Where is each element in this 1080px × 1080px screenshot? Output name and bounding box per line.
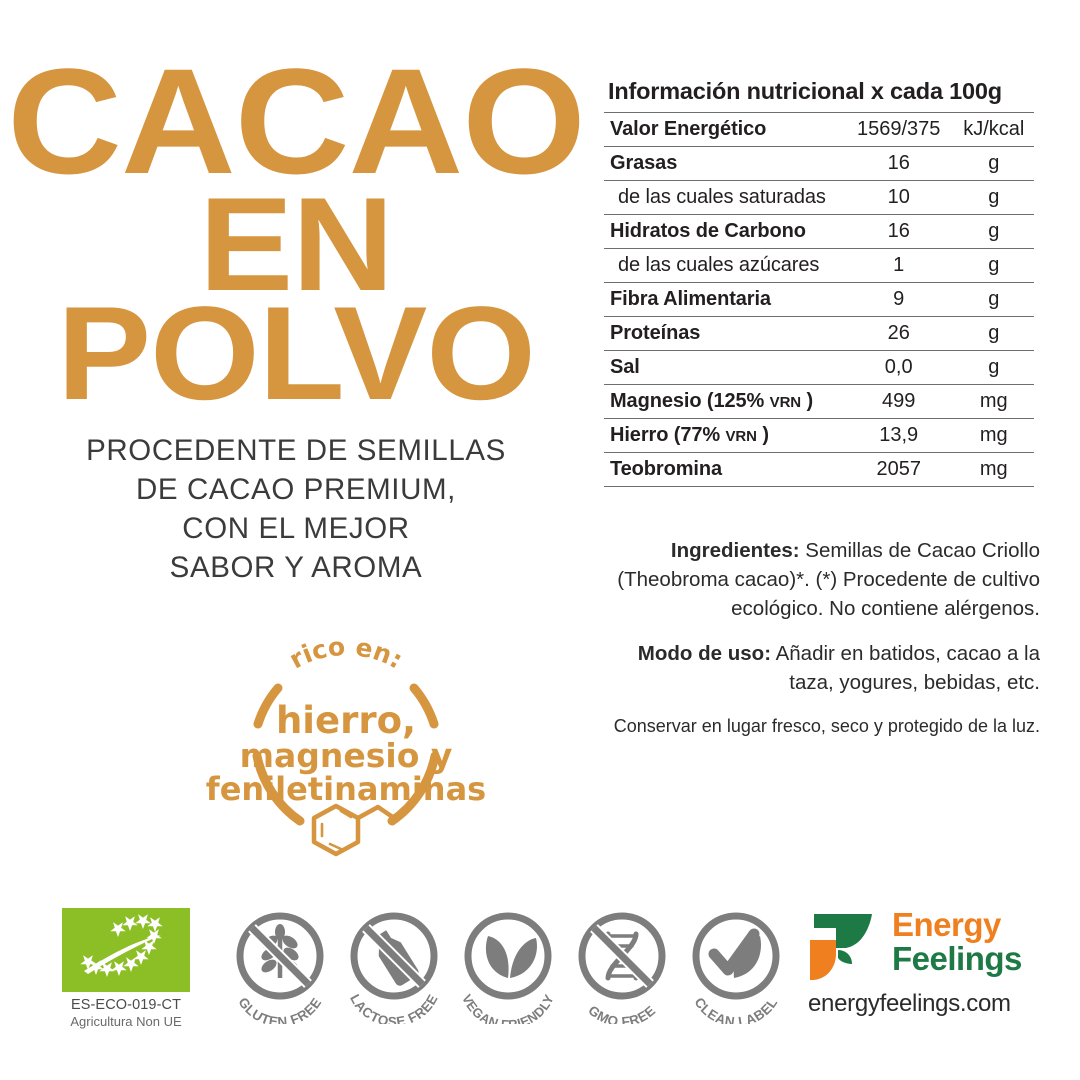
- nutrient-unit: g: [953, 248, 1034, 283]
- nutrient-unit: g: [953, 214, 1034, 249]
- footer-certifications: ES-ECO-019-CT Agricultura Non UE: [0, 896, 1080, 1036]
- nutrient-value: 26: [843, 316, 954, 351]
- ingredients-paragraph: Ingredientes: Semillas de Cacao Criollo …: [604, 536, 1040, 623]
- energy-feelings-leaf-logo: [806, 910, 880, 984]
- ingredients-text: Semillas de Cacao Criollo (Theobroma cac…: [617, 539, 1040, 621]
- nutrient-name: Hierro (77% VRN ): [604, 418, 844, 453]
- product-title-line-2: EN POLVO: [57, 171, 536, 429]
- table-row: Magnesio (125% VRN ) 499 mg: [604, 384, 1034, 419]
- nutrient-unit: mg: [953, 452, 1034, 487]
- nutrient-name: Fibra Alimentaria: [604, 282, 844, 317]
- badge-arc-text: rico en:: [284, 632, 407, 675]
- table-row: Proteínas 26 g: [604, 316, 1034, 351]
- nutrient-unit: g: [953, 316, 1034, 351]
- nutrient-unit: g: [953, 180, 1034, 215]
- brand-name-feelings: Feelings: [892, 940, 1022, 978]
- nutrient-unit: mg: [953, 418, 1034, 453]
- nutrient-name: de las cuales saturadas: [604, 180, 844, 215]
- nutrient-name: Proteínas: [604, 316, 844, 351]
- nutrient-unit: g: [953, 146, 1034, 181]
- ingredients-label: Ingredientes:: [670, 539, 800, 562]
- badge-vegan-friendly: VEGAN FRIENDLY: [456, 906, 560, 1032]
- nutrient-value: 2057: [843, 452, 954, 487]
- nutrient-name: Sal: [604, 350, 844, 385]
- table-row: de las cuales azúcares 1 g: [604, 248, 1034, 283]
- nutrition-table: Valor Energético 1569/375 kJ/kcal Grasas…: [604, 112, 1034, 487]
- table-row: Valor Energético 1569/375 kJ/kcal: [604, 112, 1034, 147]
- nutrient-name: Grasas: [604, 146, 844, 181]
- product-subtitle: PROCEDENTE DE SEMILLAS DE CACAO PREMIUM,…: [0, 432, 592, 588]
- rico-en-badge: rico en: hierro, magnesio y feniletinami…: [196, 628, 496, 860]
- nutrient-value: 16: [843, 146, 954, 181]
- table-row: Sal 0,0 g: [604, 350, 1034, 385]
- product-subtitle-line-2: DE CACAO PREMIUM,: [136, 472, 456, 506]
- product-subtitle-line-3: CON EL MEJOR: [182, 511, 410, 545]
- eu-organic-code: ES-ECO-019-CT: [70, 997, 182, 1013]
- usage-text: Añadir en batidos, cacao a la taza, yogu…: [771, 642, 1040, 695]
- nutrient-value: 499: [843, 384, 954, 419]
- table-row: Teobromina 2057 mg: [604, 452, 1034, 487]
- nutrient-unit: g: [953, 350, 1034, 385]
- nutrient-unit: kJ/kcal: [953, 112, 1034, 147]
- product-info-column: CACAO EN POLVO PROCEDENTE DE SEMILLAS DE…: [0, 0, 592, 880]
- product-subtitle-line-1: PROCEDENTE DE SEMILLAS: [86, 434, 506, 467]
- milk-bottle-crossed-icon: [350, 912, 438, 1000]
- nutrient-unit: mg: [953, 384, 1034, 419]
- nutrient-value: 16: [843, 214, 954, 249]
- nutrient-value: 13,9: [843, 418, 954, 453]
- nutrient-value: 1: [843, 248, 954, 283]
- benzene-molecule-icon: [311, 803, 413, 857]
- eu-organic-leaf-icon: [62, 908, 190, 992]
- nutrient-value: 10: [843, 180, 954, 215]
- usage-label: Modo de uso:: [637, 642, 772, 666]
- storage-note: Conservar en lugar fresco, seco y proteg…: [613, 715, 1040, 736]
- page-title: CACAO EN POLVO: [0, 46, 592, 421]
- brand-wordmark: Energy Feelings: [892, 906, 1022, 978]
- nutrition-heading: Información nutricional x cada 100g: [608, 78, 1002, 104]
- badge-line-1: hierro,: [276, 699, 416, 742]
- badge-line-3: feniletinaminas: [206, 770, 486, 808]
- badge-label: GMO FREE: [585, 1003, 658, 1024]
- usage-paragraph: Modo de uso: Añadir en batidos, cacao a …: [604, 639, 1040, 697]
- nutrient-value: 9: [843, 282, 954, 317]
- dna-crossed-icon: [578, 912, 666, 1000]
- nutrient-value: 0,0: [843, 350, 954, 385]
- table-row: Hidratos de Carbono 16 g: [604, 214, 1034, 249]
- eu-organic-caption: ES-ECO-019-CT Agricultura Non UE: [62, 997, 190, 1029]
- nutrient-name: Teobromina: [604, 452, 844, 487]
- certification-badges: GLUTEN FREE LACTOSE FREE: [228, 906, 788, 1032]
- brand-logo[interactable]: Energy Feelings energyfeelings.com: [806, 906, 1038, 1022]
- eu-organic-origin: Agricultura Non UE: [70, 1014, 182, 1029]
- table-row: Hierro (77% VRN ) 13,9 mg: [604, 418, 1034, 453]
- wheat-crossed-icon: [236, 912, 324, 1000]
- brand-website[interactable]: energyfeelings.com: [808, 990, 1011, 1017]
- product-title-line-1: CACAO: [7, 37, 586, 205]
- leaves-icon: [464, 912, 552, 1000]
- nutrient-name: Valor Energético: [604, 112, 844, 147]
- table-row: Grasas 16 g: [604, 146, 1034, 181]
- product-subtitle-line-4: SABOR Y AROMA: [169, 550, 423, 584]
- badge-gmo-free: GMO FREE: [570, 906, 674, 1029]
- brand-name-energy: Energy: [892, 906, 1001, 943]
- table-row: de las cuales saturadas 10 g: [604, 180, 1034, 215]
- nutrient-name: Hidratos de Carbono: [604, 214, 844, 249]
- badge-gluten-free: GLUTEN FREE: [228, 906, 332, 1030]
- product-info-text: Ingredientes: Semillas de Cacao Criollo …: [604, 536, 1040, 738]
- eu-organic-logo: ES-ECO-019-CT Agricultura Non UE: [62, 908, 202, 1029]
- nutrient-name: de las cuales azúcares: [604, 248, 844, 283]
- nutrient-value: 1569/375: [843, 112, 954, 147]
- badge-lactose-free: LACTOSE FREE: [342, 906, 446, 1029]
- nutrient-name: Magnesio (125% VRN ): [604, 384, 844, 419]
- badge-line-2: magnesio y: [240, 736, 453, 775]
- nutrient-unit: g: [953, 282, 1034, 317]
- table-row: Fibra Alimentaria 9 g: [604, 282, 1034, 317]
- check-leaf-icon: [692, 912, 780, 1000]
- badge-clean-label: CLEAN LABEL: [684, 906, 788, 1030]
